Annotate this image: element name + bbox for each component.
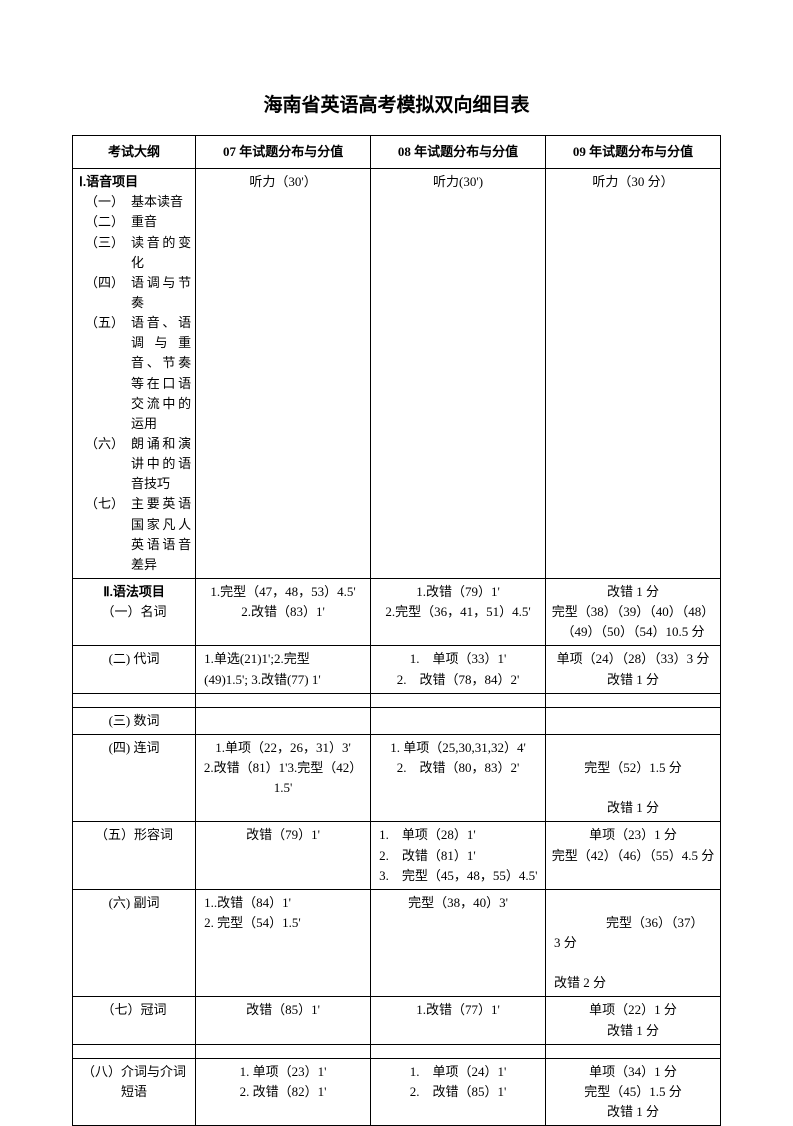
section2-row8-c1: （八）介词与介词短语 [73, 1058, 196, 1125]
outline-item-text: 重音 [131, 212, 191, 232]
section2-row4-c4: 完型（52）1.5 分 改错 1 分 [546, 734, 721, 822]
section2-row5-c1: （五）形容词 [73, 822, 196, 889]
section2-row8: （八）介词与介词短语 1. 单项（23）1'2. 改错（82）1' 1. 单项（… [73, 1058, 721, 1125]
table-header-row: 考试大纲 07 年试题分布与分值 08 年试题分布与分值 09 年试题分布与分值 [73, 136, 721, 169]
outline-item-label: （六） [85, 434, 131, 454]
header-col2: 07 年试题分布与分值 [196, 136, 371, 169]
section2-row5-c4: 单项（23）1 分完型（42）（46）（55）4.5 分 [546, 822, 721, 889]
outline-item: （一）基本读音 [85, 192, 191, 212]
section2-row6-c3: 完型（38，40）3' [371, 889, 546, 997]
section2-row2-c4: 单项（24）（28）（33）3 分改错 1 分 [546, 646, 721, 693]
section2-row3-c3 [371, 707, 546, 734]
outline-item: （二）重音 [85, 212, 191, 232]
section2-row5-c2: 改错（79）1' [196, 822, 371, 889]
section2-row1-c2: 1.完型（47，48，53）4.5'2.改错（83）1' [196, 578, 371, 645]
section2-row3-c4 [546, 707, 721, 734]
section2-heading: Ⅱ.语法项目 [103, 584, 165, 599]
section1-heading: Ⅰ.语音项目 [79, 174, 138, 189]
section2-row6-c4: 完型（36）（37）3 分 改错 2 分 [546, 889, 721, 997]
section2-row6-c2: 1..改错（84）1'2. 完型（54）1.5' [196, 889, 371, 997]
section2-row7-c4: 单项（22）1 分改错 1 分 [546, 997, 721, 1044]
section2-row1-sub: （一）名词 [102, 604, 167, 619]
section2-row7: （七）冠词 改错（85）1' 1.改错（77）1' 单项（22）1 分改错 1 … [73, 997, 721, 1044]
outline-item: （六）朗诵和演讲中的语音技巧 [85, 434, 191, 494]
section2-row6: (六) 副词 1..改错（84）1'2. 完型（54）1.5' 完型（38，40… [73, 889, 721, 997]
section2-row2-c2: 1.单选(21)1';2.完型(49)1.5'; 3.改错(77) 1' [196, 646, 371, 693]
section2-row1-c4: 改错 1 分完型（38）（39）（40）（48）（49）（50）（54）10.5… [546, 578, 721, 645]
outline-item: （五）语音、语调与重音、节奏等在口语交流中的运用 [85, 313, 191, 434]
spec-table: 考试大纲 07 年试题分布与分值 08 年试题分布与分值 09 年试题分布与分值… [72, 135, 721, 1126]
section2-row1-c1: Ⅱ.语法项目 （一）名词 [73, 578, 196, 645]
section2-row3-c2 [196, 707, 371, 734]
section2-row8-c2: 1. 单项（23）1'2. 改错（82）1' [196, 1058, 371, 1125]
outline-item-label: （三） [85, 233, 131, 253]
section2-row4-c1: (四) 连词 [73, 734, 196, 822]
section2-row7-c1: （七）冠词 [73, 997, 196, 1044]
outline-item: （三）读音的变化 [85, 233, 191, 273]
outline-item-text: 基本读音 [131, 192, 191, 212]
section2-row3-c1: (三) 数词 [73, 707, 196, 734]
section2-row6-c1: (六) 副词 [73, 889, 196, 997]
section1-outline: Ⅰ.语音项目 （一）基本读音（二）重音（三）读音的变化（四）语调与节奏（五）语音… [73, 169, 196, 579]
section2-row4-c3: 1. 单项（25,30,31,32）4'2. 改错（80，83）2' [371, 734, 546, 822]
outline-item-label: （四） [85, 273, 131, 293]
outline-item-text: 语音、语调与重音、节奏等在口语交流中的运用 [131, 313, 191, 434]
outline-item-label: （二） [85, 212, 131, 232]
section2-row8-c3: 1. 单项（24）1'2. 改错（85）1' [371, 1058, 546, 1125]
header-col3: 08 年试题分布与分值 [371, 136, 546, 169]
page-title: 海南省英语高考模拟双向细目表 [72, 90, 721, 117]
outline-item: （四）语调与节奏 [85, 273, 191, 313]
outline-item-text: 朗诵和演讲中的语音技巧 [131, 434, 191, 494]
section2-row4-c2: 1.单项（22，26，31）3'2.改错（81）1'3.完型（42）1.5' [196, 734, 371, 822]
section2-row7-c2: 改错（85）1' [196, 997, 371, 1044]
section2-row2: (二) 代词 1.单选(21)1';2.完型(49)1.5'; 3.改错(77)… [73, 646, 721, 693]
section1-col4: 听力（30 分） [546, 169, 721, 579]
section1-col3: 听力(30') [371, 169, 546, 579]
section2-row7-c3: 1.改错（77）1' [371, 997, 546, 1044]
section2-row2-c1: (二) 代词 [73, 646, 196, 693]
outline-item-text: 读音的变化 [131, 233, 191, 273]
outline-item-label: （七） [85, 494, 131, 514]
outline-item-text: 主要英语国家凡人英语语音差异 [131, 494, 191, 575]
outline-item-label: （一） [85, 192, 131, 212]
outline-item-text: 语调与节奏 [131, 273, 191, 313]
section2-row8-c4: 单项（34）1 分完型（45）1.5 分改错 1 分 [546, 1058, 721, 1125]
section2-row1-c3: 1.改错（79）1'2.完型（36，41，51）4.5' [371, 578, 546, 645]
outline-item: （七）主要英语国家凡人英语语音差异 [85, 494, 191, 575]
section2-row4: (四) 连词 1.单项（22，26，31）3'2.改错（81）1'3.完型（42… [73, 734, 721, 822]
section2-row5-c3: 1. 单项（28）1'2. 改错（81）1'3. 完型（45，48，55）4.5… [371, 822, 546, 889]
section1-row: Ⅰ.语音项目 （一）基本读音（二）重音（三）读音的变化（四）语调与节奏（五）语音… [73, 169, 721, 579]
header-col4: 09 年试题分布与分值 [546, 136, 721, 169]
section2-row2-c3: 1. 单项（33）1'2. 改错（78，84）2' [371, 646, 546, 693]
outline-item-label: （五） [85, 313, 131, 333]
section2-empty2 [73, 1044, 721, 1058]
section2-row1: Ⅱ.语法项目 （一）名词 1.完型（47，48，53）4.5'2.改错（83）1… [73, 578, 721, 645]
section1-col2: 听力（30'） [196, 169, 371, 579]
section2-row3: (三) 数词 [73, 707, 721, 734]
section2-empty1 [73, 693, 721, 707]
header-col1: 考试大纲 [73, 136, 196, 169]
section2-row5: （五）形容词 改错（79）1' 1. 单项（28）1'2. 改错（81）1'3.… [73, 822, 721, 889]
